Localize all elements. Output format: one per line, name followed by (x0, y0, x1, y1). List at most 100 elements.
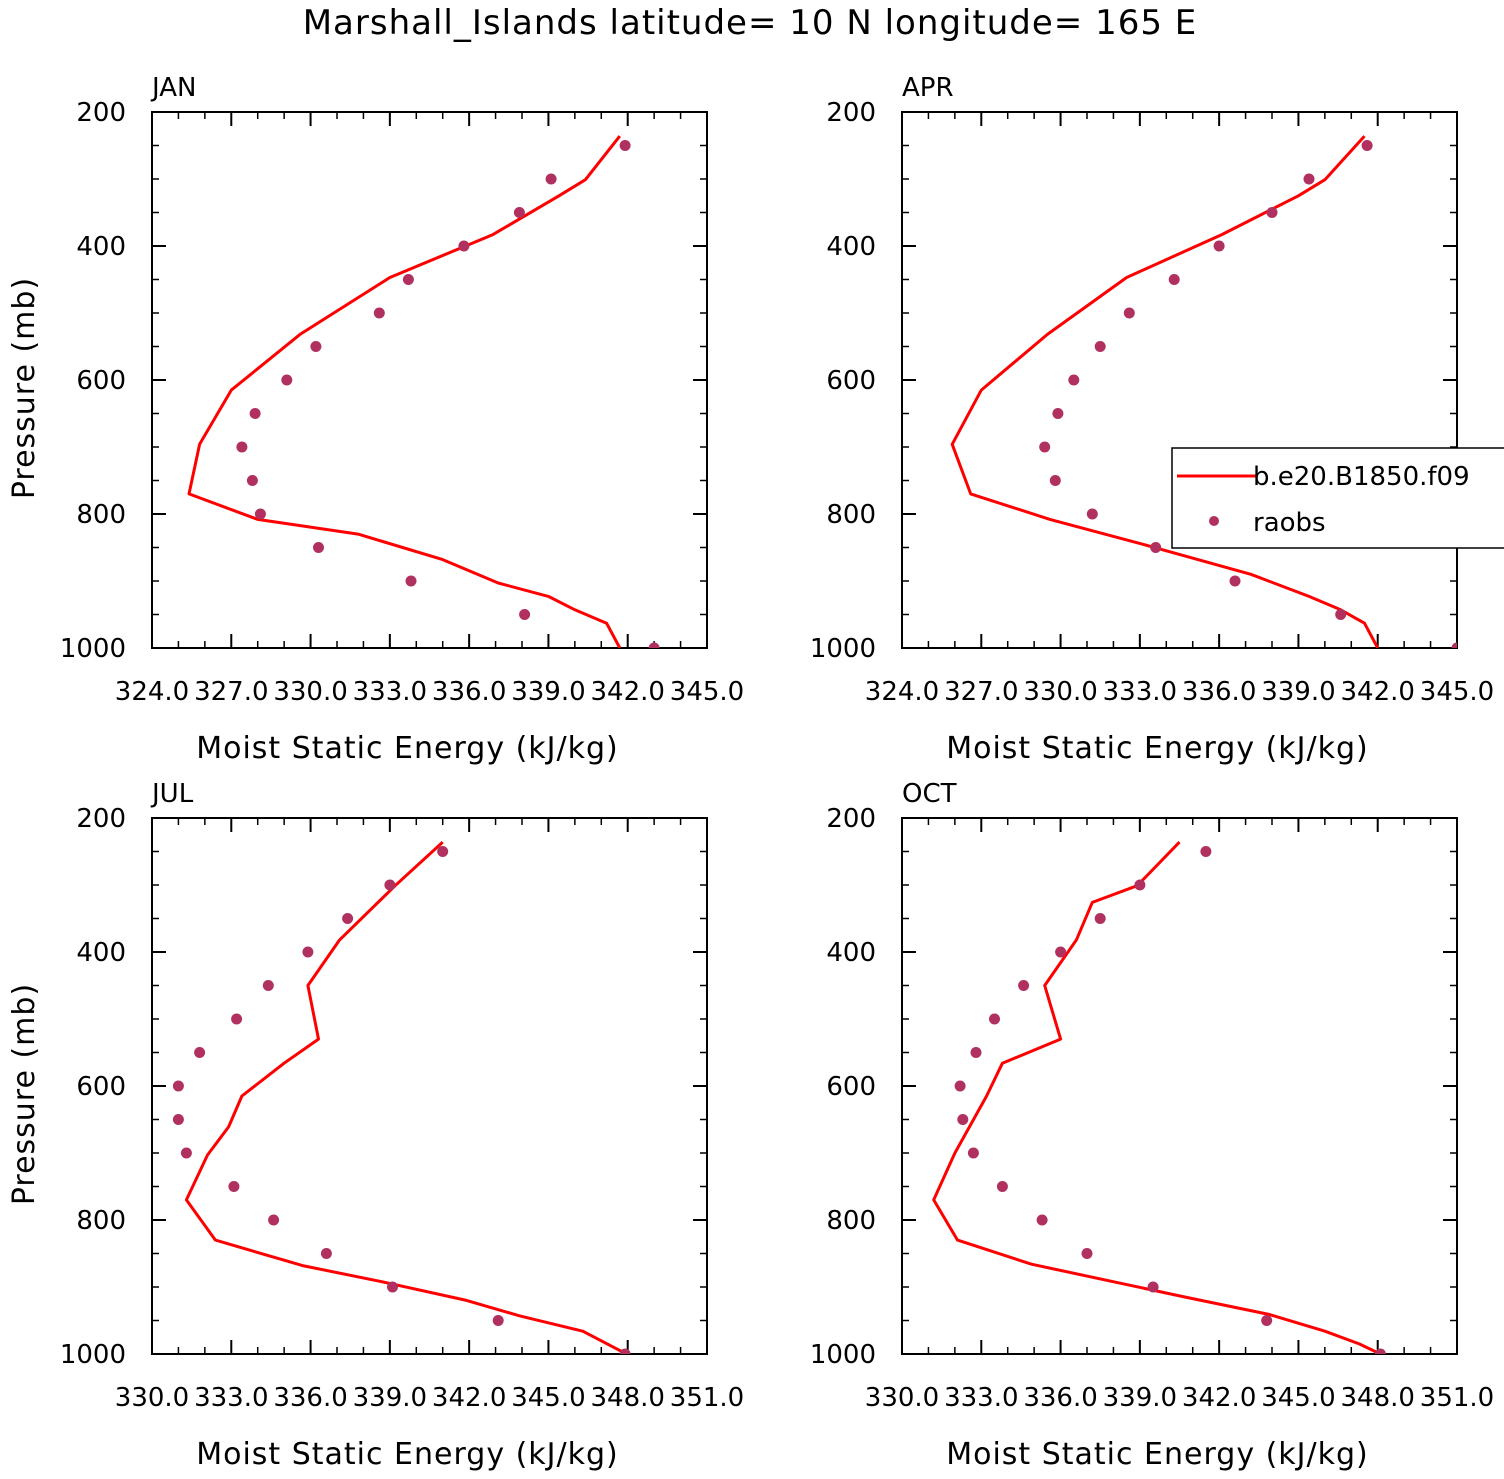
x-tick-label: 342.0 (1340, 677, 1414, 707)
raobs-point (228, 1181, 240, 1192)
raobs-point (172, 1114, 184, 1125)
raobs-point (1147, 1281, 1159, 1293)
raobs-point (513, 207, 525, 218)
raobs-point (194, 1047, 206, 1058)
raobs-point (310, 341, 322, 352)
y-tick-label: 800 (76, 500, 126, 530)
x-axis-title: Moist Static Energy (kJ/kg) (196, 1437, 619, 1472)
raobs-point (236, 441, 248, 453)
chart-panel-oct: OCT 330.0 333.0 336.0 339.0 342.0 345.0 348.0 35… (810, 779, 1494, 1472)
raobs-point (180, 1147, 192, 1159)
raobs-point (342, 913, 354, 924)
raobs-point (1303, 173, 1315, 185)
x-tick-label: 342.0 (432, 1383, 506, 1413)
x-tick-label: 339.0 (1103, 1383, 1177, 1413)
x-tick-label: 345.0 (670, 677, 744, 707)
series-line-model (187, 135, 622, 648)
x-tick-label: 333.0 (353, 677, 427, 707)
raobs-point (402, 274, 414, 285)
chart-panel-apr: APR 324.0 327.0 330.0 333.0 336.0 339.0 342.0 34… (810, 73, 1494, 766)
y-tick-label: 400 (826, 938, 876, 968)
raobs-point (1168, 274, 1180, 285)
x-tick-label: 330.0 (865, 1383, 939, 1413)
y-axis-title: Pressure (mb) (7, 983, 42, 1205)
raobs-point (262, 980, 274, 991)
x-tick-label: 339.0 (353, 1383, 427, 1413)
panel-label: JUL (150, 779, 194, 809)
x-tick-label: 327.0 (194, 677, 268, 707)
x-tick-label: 336.0 (273, 1383, 347, 1413)
raobs-point (1213, 240, 1225, 252)
x-tick-label: 342.0 (1182, 1383, 1256, 1413)
raobs-point (1049, 475, 1061, 486)
x-tick-label: 345.0 (511, 1383, 585, 1413)
y-tick-label: 200 (826, 804, 876, 834)
y-tick-label: 200 (76, 98, 126, 128)
x-tick-label: 348.0 (590, 1383, 664, 1413)
raobs-point (1052, 408, 1064, 419)
raobs-point (1374, 1348, 1386, 1354)
y-tick-label: 800 (826, 500, 876, 530)
y-tick-label: 600 (76, 366, 126, 396)
plot-frame (151, 817, 708, 1355)
series-line-model (184, 840, 630, 1354)
raobs-point (619, 1348, 631, 1354)
raobs-point (249, 408, 261, 419)
x-axis-title: Moist Static Energy (kJ/kg) (946, 1437, 1369, 1472)
x-tick-label: 351.0 (1420, 1383, 1494, 1413)
raobs-point (1039, 441, 1051, 453)
raobs-point (405, 575, 417, 587)
raobs-point (1086, 508, 1098, 520)
x-tick-label: 324.0 (865, 677, 939, 707)
raobs-point (1055, 946, 1067, 958)
raobs-point (1200, 846, 1212, 857)
raobs-point (1361, 140, 1373, 151)
raobs-point (619, 140, 631, 151)
x-tick-label: 345.0 (1420, 677, 1494, 707)
x-tick-label: 336.0 (432, 677, 506, 707)
series-group (187, 135, 660, 648)
y-tick-label: 600 (826, 366, 876, 396)
x-tick-label: 327.0 (944, 677, 1018, 707)
series-group (172, 840, 631, 1354)
raobs-point (957, 1114, 969, 1125)
raobs-point (1123, 307, 1135, 319)
series-group (932, 841, 1386, 1354)
raobs-point (313, 542, 324, 553)
x-tick-label: 351.0 (670, 1383, 744, 1413)
raobs-point (648, 642, 660, 648)
plot-frame (901, 111, 1458, 649)
y-tick-label: 1000 (810, 1340, 876, 1370)
x-tick-label: 330.0 (273, 677, 347, 707)
raobs-point (437, 846, 449, 857)
raobs-point (492, 1315, 504, 1326)
y-tick-label: 1000 (60, 1340, 126, 1370)
y-tick-label: 600 (76, 1072, 126, 1102)
y-tick-label: 800 (826, 1206, 876, 1236)
x-tick-label: 342.0 (590, 677, 664, 707)
raobs-point (996, 1181, 1008, 1192)
raobs-point (1094, 341, 1106, 352)
x-tick-label: 333.0 (194, 1383, 268, 1413)
raobs-point (545, 173, 557, 185)
raobs-point (373, 307, 385, 319)
raobs-point (1150, 542, 1162, 553)
raobs-point (246, 475, 258, 486)
series-group (950, 135, 1457, 648)
x-tick-label: 345.0 (1261, 1383, 1335, 1413)
raobs-point (1134, 879, 1146, 891)
raobs-point (384, 879, 396, 891)
raobs-point (1451, 642, 1457, 648)
plot-frame (151, 111, 708, 649)
x-tick-label: 339.0 (511, 677, 585, 707)
chart-panel-jul: JUL 330.0 333.0 336.0 339.0 342.0 345.0 348.0 35… (7, 779, 744, 1472)
raobs-point (1068, 374, 1080, 386)
series-line-model (950, 135, 1380, 648)
y-axis-title: Pressure (mb) (7, 277, 42, 499)
x-axis-title: Moist Static Energy (kJ/kg) (196, 731, 619, 766)
x-tick-label: 333.0 (944, 1383, 1018, 1413)
chart-panel-jan: JAN 324.0 327.0 330.0 333.0 336.0 339.0 342.0 34… (7, 73, 744, 766)
panel-label: JAN (150, 73, 196, 103)
